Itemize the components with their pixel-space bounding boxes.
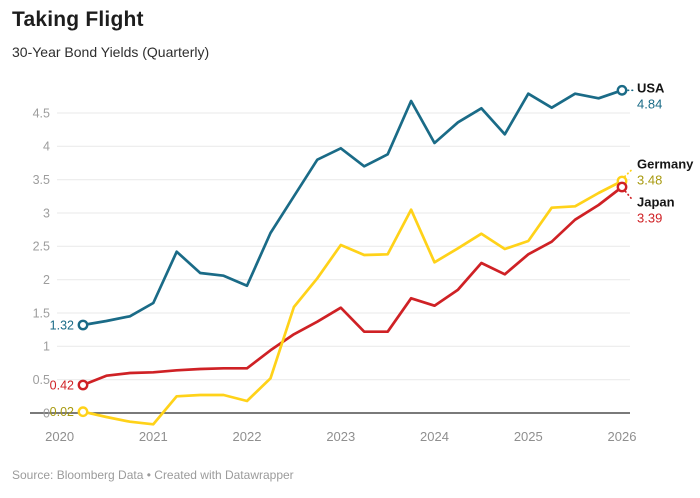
series-line-usa xyxy=(81,88,624,327)
series-label-germany: Germany xyxy=(637,157,694,172)
series-start-value-japan: 0.42 xyxy=(50,378,74,392)
y-tick-label: 3.5 xyxy=(33,173,50,187)
y-tick-label: 1.5 xyxy=(33,306,50,320)
series-label-usa: USA xyxy=(637,81,665,96)
y-tick-label: 4 xyxy=(43,140,50,154)
series-line-germany xyxy=(81,179,624,426)
y-tick-label: 1 xyxy=(43,340,50,354)
series-end-value-germany: 3.48 xyxy=(637,173,662,188)
y-tick-label: 0 xyxy=(43,406,50,420)
leader-line-germany xyxy=(623,167,634,178)
y-tick-label: 0.5 xyxy=(33,373,50,387)
series-label-japan: Japan xyxy=(637,195,675,210)
series-line-japan xyxy=(81,185,624,387)
x-tick-label: 2022 xyxy=(233,429,262,444)
x-tick-label: 2025 xyxy=(514,429,543,444)
series-start-point-usa xyxy=(77,319,89,331)
series-end-point-usa xyxy=(616,84,628,96)
chart-subtitle: 30-Year Bond Yields (Quarterly) xyxy=(12,44,210,60)
source-note: Source: Bloomberg Data • Created with Da… xyxy=(12,468,294,482)
series-start-value-usa: 1.32 xyxy=(50,318,74,332)
x-tick-label: 2026 xyxy=(608,429,637,444)
x-tick-label: 2024 xyxy=(420,429,449,444)
y-tick-label: 4.5 xyxy=(33,106,50,120)
y-tick-label: 2.5 xyxy=(33,240,50,254)
series-end-value-japan: 3.39 xyxy=(637,211,662,226)
y-tick-label: 2 xyxy=(43,273,50,287)
series-start-point-germany xyxy=(77,406,89,418)
x-tick-label: 2021 xyxy=(139,429,168,444)
series-start-point-japan xyxy=(77,379,89,391)
x-tick-label: 2023 xyxy=(326,429,355,444)
chart-title: Taking Flight xyxy=(12,8,144,31)
series-end-value-usa: 4.84 xyxy=(637,97,662,112)
leader-line-japan xyxy=(624,190,634,202)
series-start-value-germany: 0.02 xyxy=(50,405,74,419)
x-tick-label: 2020 xyxy=(45,429,74,444)
y-tick-label: 3 xyxy=(43,206,50,220)
series-end-point-japan xyxy=(616,181,628,193)
